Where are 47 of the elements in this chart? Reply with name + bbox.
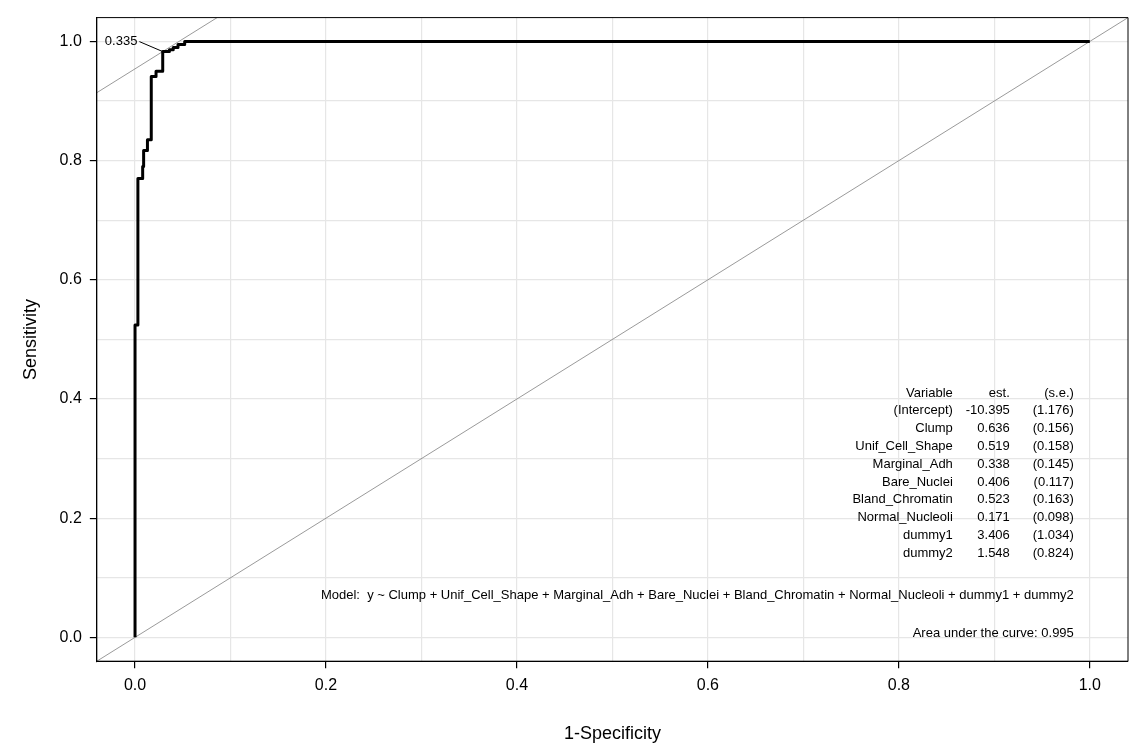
y-tick-label: 0.8 [59, 151, 82, 169]
annotation: (s.e.) [1044, 384, 1074, 400]
annotation: (0.824) [1032, 544, 1074, 560]
annotation: est. [988, 384, 1010, 400]
y-axis-title: Sensitivity [19, 298, 40, 380]
annotation: (Intercept) [893, 402, 953, 418]
y-tick-label: 0.6 [59, 270, 82, 288]
annotation: Model: y ~ Clump + Unif_Cell_Shape + Marginal_Adh + Bare_Nuclei + Bland_Chromatin + Normal_Nucleoli + dummy1 + dummy2 [320, 587, 1074, 603]
y-tick-label: 0.4 [59, 389, 82, 407]
annotation: (0.158) [1032, 438, 1074, 454]
annotation: 0.338 [977, 455, 1010, 471]
annotation: Variable [906, 384, 953, 400]
annotation: (0.145) [1032, 455, 1074, 471]
annotation: (0.098) [1032, 509, 1074, 525]
annotation: -10.395 [965, 402, 1010, 418]
x-axis-title: 1-Specificity [563, 723, 661, 744]
x-tick-label: 0.6 [696, 676, 720, 694]
annotation: Area under the curve: 0.995 [912, 624, 1074, 640]
annotation: Unif_Cell_Shape [855, 438, 953, 454]
x-tick-label: 1.0 [1078, 676, 1102, 694]
annotation: 3.406 [977, 527, 1010, 543]
annotation: dummy2 [902, 544, 953, 560]
y-tick-label: 0.0 [59, 627, 82, 645]
annotation: Clump [915, 420, 953, 436]
y-tick-label: 0.2 [59, 508, 82, 526]
annotation: 0.523 [977, 491, 1010, 507]
x-tick-label: 0.8 [887, 676, 911, 694]
annotation: Marginal_Adh [872, 455, 953, 471]
annotation: dummy1 [902, 527, 953, 543]
annotation: 0.406 [977, 473, 1010, 489]
annotation: Bland_Chromatin [852, 491, 953, 507]
annotation: Normal_Nucleoli [857, 509, 953, 525]
annotation: 1.548 [977, 544, 1010, 560]
annotation: 0.519 [977, 438, 1010, 454]
annotation: (1.034) [1032, 527, 1074, 543]
annotation: (0.163) [1032, 491, 1074, 507]
x-tick-label: 0.2 [314, 676, 338, 694]
x-tick-label: 0.0 [123, 676, 147, 694]
annotation: 0.171 [977, 509, 1010, 525]
annotation: (0.117) [1033, 473, 1074, 489]
x-tick-label: 0.4 [505, 676, 529, 694]
annotation: 0.335 [104, 33, 138, 49]
y-tick-label: 1.0 [59, 31, 82, 49]
annotation: (0.156) [1032, 420, 1074, 436]
annotation: Bare_Nuclei [882, 473, 953, 489]
annotation: (1.176) [1032, 402, 1074, 418]
annotation: 0.636 [977, 420, 1010, 436]
